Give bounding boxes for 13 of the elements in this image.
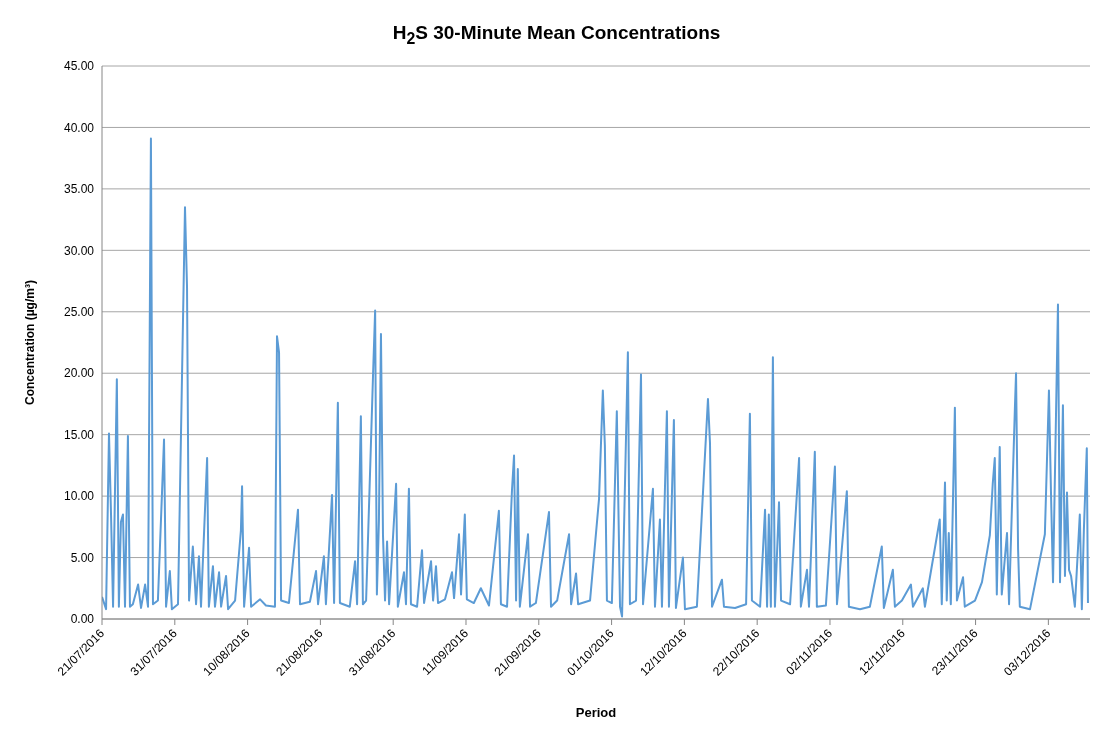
x-axis-title: Period	[575, 705, 617, 720]
y-tick-label: 15.00	[63, 427, 95, 442]
y-tick-label: 25.00	[63, 305, 95, 320]
y-tick-label: 5.00	[70, 550, 95, 565]
y-tick-label: 30.00	[63, 243, 95, 258]
y-tick-label: 35.00	[63, 182, 95, 197]
y-tick-label: 40.00	[63, 120, 95, 135]
y-tick-label: 45.00	[63, 59, 95, 74]
y-tick-label: 20.00	[63, 366, 95, 381]
y-tick-label: 0.00	[70, 612, 95, 627]
y-axis-title: Concentration (µg/m³)	[23, 280, 38, 405]
chart-title: H$_{2}$S 30-Minute Mean Concentrations	[391, 22, 722, 48]
y-tick-label: 10.00	[63, 489, 95, 504]
